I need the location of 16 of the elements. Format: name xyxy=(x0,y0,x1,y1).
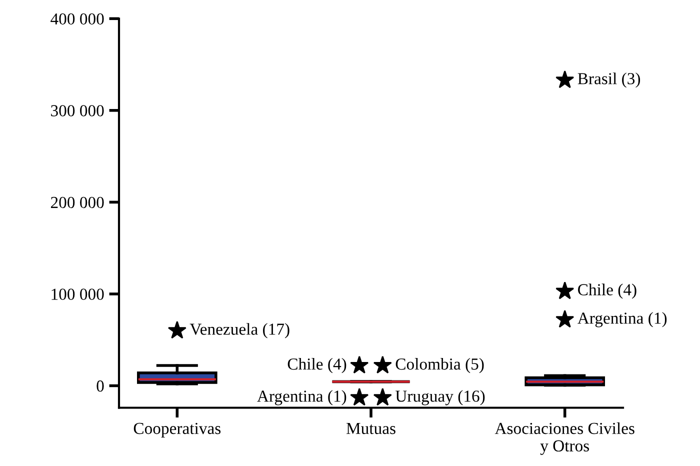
annotation: Chile (4) xyxy=(578,284,636,299)
x-tick-label: Mutuas xyxy=(346,422,396,434)
annotation: Uruguay (16) xyxy=(395,390,485,406)
y-tick-label: 100 000 xyxy=(52,288,104,300)
x-tick-label: Cooperativas xyxy=(134,422,221,438)
y-tick-label: 0 xyxy=(96,380,104,392)
y-tick-label: 300 000 xyxy=(51,105,104,116)
y-tick-label: 200 000 xyxy=(50,196,104,208)
annotation: Chile (4) xyxy=(288,358,346,374)
annotation: Brasil (3) xyxy=(578,72,640,88)
y-tick-label: 400 000 xyxy=(50,13,104,25)
annotation: Argentina (1) xyxy=(257,390,346,406)
x-tick-label: Asociaciones Civiles y Otros xyxy=(494,422,634,455)
annotation: Venezuela (17) xyxy=(190,323,290,338)
annotation: Argentina (1) xyxy=(578,312,667,328)
annotation: Colombia (5) xyxy=(396,358,484,374)
